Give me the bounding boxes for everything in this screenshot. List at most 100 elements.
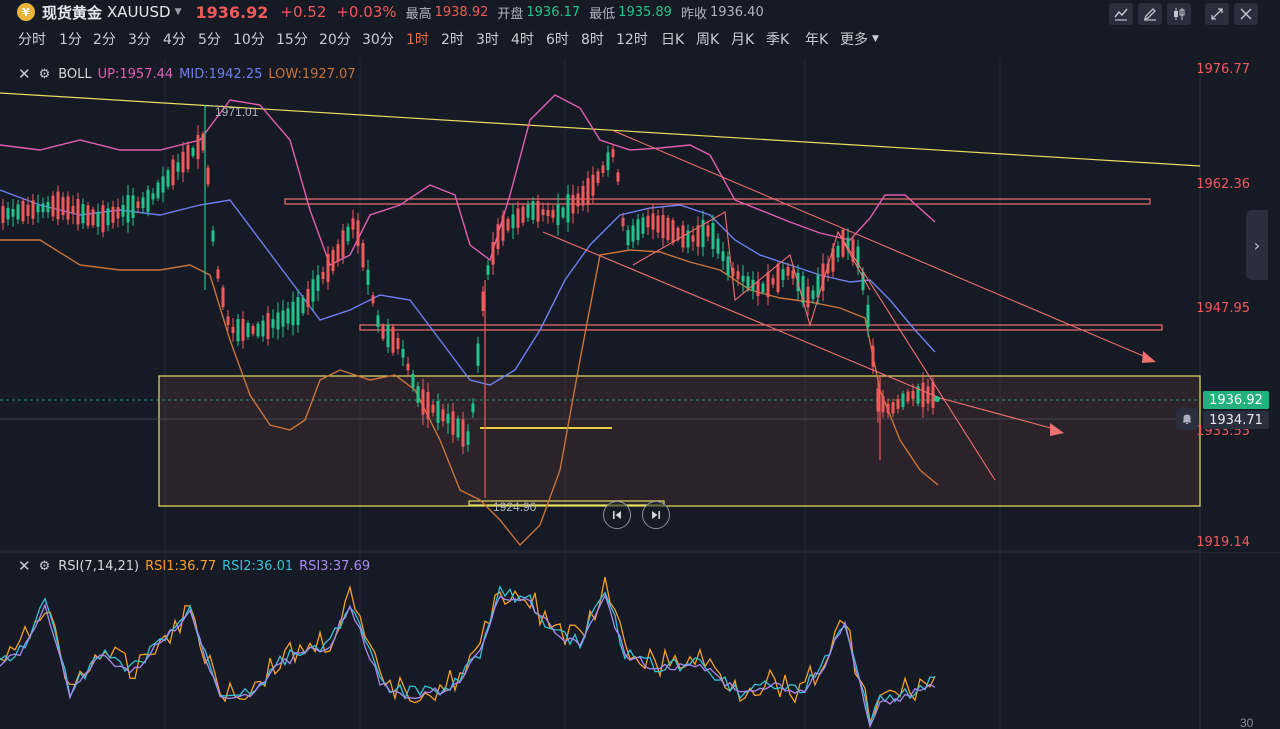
candle-body <box>871 345 875 367</box>
high-label: 最高 <box>405 6 432 22</box>
timeframe-12[interactable]: 3时 <box>476 32 499 48</box>
arrow-head-lower <box>1050 423 1064 436</box>
rsi-chart[interactable]: 30 <box>0 552 1280 729</box>
timeframe-4[interactable]: 4分 <box>163 32 186 48</box>
channel-upper-line <box>613 130 1149 359</box>
price-chart[interactable]: 1971.01 1924.90 <box>0 60 1280 552</box>
candle-body <box>281 310 285 327</box>
candle-body <box>576 193 580 207</box>
candle-body <box>46 201 50 213</box>
candle-body <box>906 391 910 402</box>
timeframe-19[interactable]: 月K <box>731 32 755 48</box>
timeframe-0[interactable]: 分时 <box>18 32 46 48</box>
timeframe-6[interactable]: 10分 <box>233 32 265 48</box>
candle-body <box>26 204 30 216</box>
timeframe-20[interactable]: 季K <box>766 32 790 48</box>
candle-body <box>596 171 600 183</box>
timeframe-18[interactable]: 周K <box>696 32 720 48</box>
candle-body <box>546 209 550 217</box>
expand-icon[interactable] <box>1205 3 1229 25</box>
candle-body <box>741 275 745 282</box>
candle-body <box>666 217 670 241</box>
chevron-down-icon[interactable]: ▼ <box>174 7 182 17</box>
scroll-to-end-button[interactable] <box>642 501 670 529</box>
candle-body <box>471 403 475 413</box>
candle-body <box>41 203 45 213</box>
rsi2-line <box>0 584 936 725</box>
candle-body <box>766 272 770 298</box>
timeframe-11[interactable]: 2时 <box>441 32 464 48</box>
candle-body <box>1 206 5 223</box>
candle-body <box>136 201 140 209</box>
candle-body <box>51 195 55 217</box>
timeframe-17[interactable]: 日K <box>661 32 685 48</box>
timeframe-7[interactable]: 15分 <box>276 32 308 48</box>
prev-close-label: 昨收 <box>680 6 707 22</box>
candle-body <box>371 295 375 304</box>
timeframe-3[interactable]: 3分 <box>128 32 151 48</box>
instrument-symbol[interactable]: XAUUSD <box>107 3 171 21</box>
candle-body <box>536 201 540 222</box>
close-icon[interactable]: ✕ <box>18 557 31 575</box>
open-label: 开盘 <box>497 6 524 22</box>
scroll-to-start-button[interactable] <box>603 501 631 529</box>
candle-body <box>701 219 705 248</box>
timeframe-9[interactable]: 30分 <box>362 32 394 48</box>
price-axis-tick: 1947.95 <box>1196 301 1250 316</box>
candlestick-type-icon[interactable] <box>1167 3 1191 25</box>
candle-body <box>881 396 885 413</box>
settings-icon[interactable]: ⚙ <box>38 558 51 574</box>
candle-body <box>351 218 355 230</box>
timeframe-22[interactable]: 更多 <box>840 32 868 48</box>
candle-body <box>256 323 260 337</box>
candle-body <box>451 411 455 435</box>
candle-body <box>496 224 500 250</box>
last-price: 1936.92 <box>195 2 269 22</box>
candle-body <box>601 165 605 173</box>
timeframe-8[interactable]: 20分 <box>319 32 351 48</box>
candle-body <box>801 276 805 303</box>
candle-body <box>491 242 495 265</box>
last-price-dot <box>934 396 940 402</box>
candle-body <box>671 220 675 243</box>
timeframe-15[interactable]: 8时 <box>581 32 604 48</box>
arrow-head-upper <box>1142 351 1156 363</box>
candle-body <box>336 244 340 262</box>
timeframe-16[interactable]: 12时 <box>616 32 648 48</box>
candle-body <box>821 263 825 291</box>
draw-pen-icon[interactable] <box>1138 3 1162 25</box>
timeframe-14[interactable]: 6时 <box>546 32 569 48</box>
support-zone-box <box>158 375 1201 507</box>
chevron-down-icon[interactable]: ▼ <box>872 34 879 44</box>
candle-body <box>876 388 880 412</box>
boll-upper-line <box>0 94 936 266</box>
candle-body <box>791 270 795 279</box>
timeframe-21[interactable]: 年K <box>805 32 829 48</box>
close-icon[interactable]: ✕ <box>18 65 31 83</box>
candle-body <box>606 152 610 171</box>
settings-icon[interactable]: ⚙ <box>38 66 51 82</box>
price-alert-bell-icon[interactable] <box>1176 408 1198 430</box>
candle-body <box>896 399 900 409</box>
timeframe-5[interactable]: 5分 <box>198 32 221 48</box>
timeframe-13[interactable]: 4时 <box>511 32 534 48</box>
timeframe-1[interactable]: 1分 <box>59 32 82 48</box>
candle-body <box>6 207 10 220</box>
side-panel-toggle[interactable]: › <box>1246 210 1268 280</box>
high-marker-label: 1971.01 <box>215 105 259 119</box>
candle-body <box>11 208 15 217</box>
candle-body <box>846 237 850 251</box>
skip-back-icon <box>613 511 621 519</box>
instrument-name[interactable]: 现货黄金 <box>42 3 103 22</box>
timeframe-10[interactable]: 1时 <box>406 32 429 48</box>
timeframe-2[interactable]: 2分 <box>93 32 116 48</box>
candle-body <box>481 291 485 312</box>
boll-mid-value: MID:1942.25 <box>179 66 263 82</box>
close-icon[interactable] <box>1234 3 1258 25</box>
candle-body <box>196 134 200 160</box>
candle-body <box>231 326 235 334</box>
boll-legend: ✕ ⚙ BOLL UP:1957.44 MID:1942.25 LOW:1927… <box>18 65 356 83</box>
indicator-icon[interactable] <box>1109 3 1133 25</box>
candle-body <box>756 281 760 297</box>
candle-body <box>341 230 345 258</box>
